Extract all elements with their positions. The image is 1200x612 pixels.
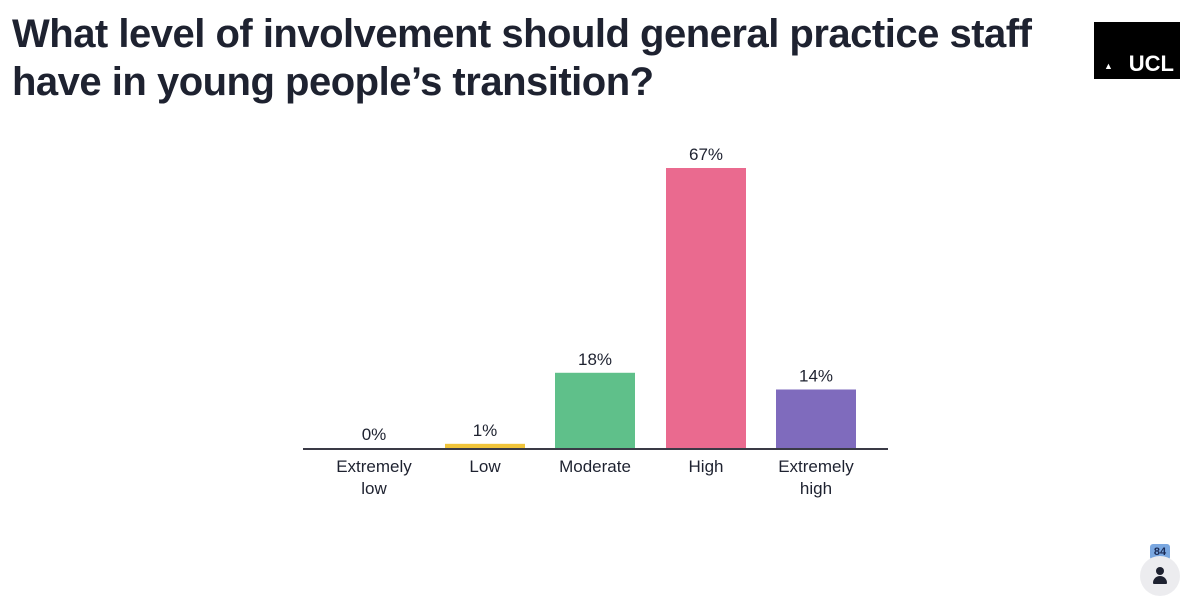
value-label-1: 1% <box>473 421 498 440</box>
bar-4 <box>776 389 856 448</box>
category-label-4-1: high <box>800 479 832 498</box>
bar-1 <box>445 443 525 448</box>
value-label-2: 18% <box>578 350 612 369</box>
bars-group <box>445 168 856 448</box>
category-label-1-0: Low <box>469 457 501 476</box>
person-icon[interactable] <box>1140 556 1180 596</box>
participant-indicator[interactable]: 84 <box>1140 544 1180 596</box>
category-label-0-1: low <box>361 479 387 498</box>
bar-2 <box>555 372 635 448</box>
dome-icon: ▲ <box>1104 61 1113 71</box>
category-label-2-0: Moderate <box>559 457 631 476</box>
page-title: What level of involvement should general… <box>12 12 1032 104</box>
labels-group: 0% Extremely low 1% Low 18% Moderate 67% High 14%… <box>336 145 854 498</box>
category-label-3-0: High <box>689 457 724 476</box>
bar-3 <box>666 168 746 448</box>
category-label-0-0: Extremely <box>336 457 412 476</box>
category-label-4-0: Extremely <box>778 457 854 476</box>
value-label-0: 0% <box>362 425 387 444</box>
value-label-4: 14% <box>799 366 833 385</box>
ucl-logo: ▲ UCL <box>1094 22 1180 79</box>
logo-text: UCL <box>1128 51 1174 76</box>
value-label-3: 67% <box>689 145 723 164</box>
